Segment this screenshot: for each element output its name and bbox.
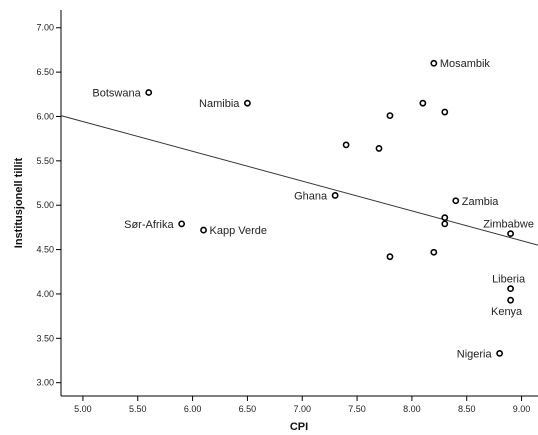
x-tick-label: 9.00 <box>513 404 531 414</box>
y-tick-label: 6.50 <box>36 67 54 77</box>
data-point <box>386 253 394 261</box>
x-tick-label: 5.50 <box>129 404 147 414</box>
data-label: Nigeria <box>457 348 493 360</box>
data-label: Kenya <box>491 306 523 318</box>
y-tick-label: 5.50 <box>36 156 54 166</box>
x-tick-label: 7.50 <box>348 404 366 414</box>
data-point <box>375 145 383 152</box>
data-label: Liberia <box>492 274 526 286</box>
x-tick-label: 8.00 <box>403 404 421 414</box>
x-tick-label: 6.00 <box>184 404 202 414</box>
data-point <box>178 220 186 228</box>
data-points: Botswana Namibia Mosambik Ghana Zambia Sør-Af… <box>92 58 534 360</box>
data-label: Kapp Verde <box>210 225 268 237</box>
data-point <box>507 285 514 293</box>
y-tick-label: 6.00 <box>36 111 54 121</box>
x-axis-title: CPI <box>290 421 308 433</box>
data-point <box>452 197 460 205</box>
y-tick-label: 3.50 <box>36 333 54 343</box>
y-tick-label: 3.00 <box>36 378 54 388</box>
x-tick-label: 8.50 <box>458 404 476 414</box>
data-point <box>441 108 449 116</box>
y-axis-title: Institusjonell tillit <box>13 157 25 248</box>
data-point <box>441 220 449 228</box>
data-label: Zimbabwe <box>483 219 534 231</box>
data-point <box>430 59 438 67</box>
data-point <box>244 99 251 107</box>
data-point <box>342 141 350 149</box>
y-tick-label: 4.00 <box>36 289 54 299</box>
axis-ticks: 5.00 5.50 6.00 6.50 7.00 7.50 8.00 8.50 9.00 3.00… <box>36 23 530 414</box>
data-label: Sør-Afrika <box>124 219 174 231</box>
y-tick-label: 4.50 <box>36 245 54 255</box>
x-tick-label: 5.00 <box>74 404 92 414</box>
data-point <box>200 226 207 234</box>
data-point <box>386 112 394 119</box>
data-point <box>331 192 339 199</box>
data-point <box>507 230 514 238</box>
y-tick-label: 7.00 <box>36 23 54 33</box>
data-label: Ghana <box>294 190 328 202</box>
regression-line <box>60 115 538 246</box>
data-label: Zambia <box>462 196 500 208</box>
x-tick-label: 7.00 <box>293 404 311 414</box>
x-tick-label: 6.50 <box>239 404 257 414</box>
data-point <box>430 248 438 256</box>
data-point <box>441 214 449 222</box>
data-point <box>507 296 514 304</box>
data-point <box>145 89 153 96</box>
data-point <box>419 99 427 107</box>
data-label: Namibia <box>199 98 240 110</box>
data-label: Mosambik <box>440 58 491 70</box>
data-label: Botswana <box>92 88 141 100</box>
y-tick-label: 5.00 <box>36 200 54 210</box>
data-point <box>496 350 504 357</box>
